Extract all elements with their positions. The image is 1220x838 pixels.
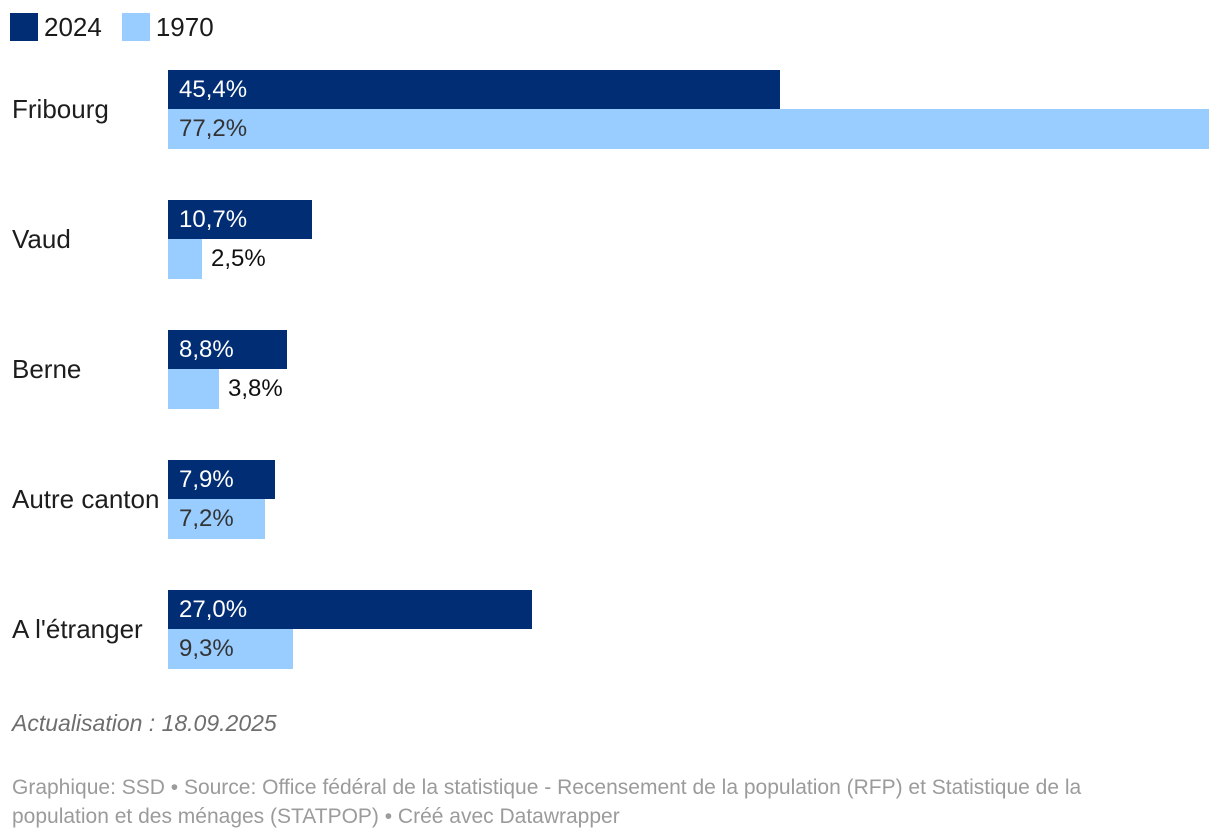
value-label: 27,0% [179,596,248,623]
legend-label-2024: 2024 [44,12,102,42]
value-label: 3,8% [228,375,283,402]
category-label: Fribourg [12,94,109,124]
value-label: 9,3% [179,635,234,662]
update-note: Actualisation : 18.09.2025 [12,710,277,736]
legend-item-1970: 1970 [121,12,214,42]
legend-label-1970: 1970 [155,12,214,42]
category-label: Berne [12,354,82,384]
legend-swatch-1970 [121,13,150,41]
bar-2024 [168,200,312,239]
chart-area: Fribourg 45,4% 77,2% Vaud 10,7% 2,5% Berne 8,8%… [0,70,1220,669]
category-label: Vaud [12,224,71,254]
value-label: 8,8% [179,336,234,363]
value-label: 7,2% [179,505,234,532]
value-label: 77,2% [179,115,248,142]
category-label: Autre canton [12,484,160,514]
bar-1970 [168,369,219,409]
bar-1970 [168,109,1209,149]
bar-2024 [168,70,780,109]
legend: 2024 1970 [10,13,214,41]
bar-2024 [168,590,532,629]
chart-row: Vaud 10,7% 2,5% [0,200,1220,279]
chart-row: A l'étranger 27,0% 9,3% [0,590,1220,669]
chart-row: Berne 8,8% 3,8% [0,330,1220,409]
bar-1970 [168,629,293,669]
bar-1970 [168,499,265,539]
legend-swatch-2024 [10,13,38,41]
category-label: A l'étranger [12,614,143,644]
bar-2024 [168,330,287,369]
chart-row: Fribourg 45,4% 77,2% [0,70,1220,149]
bar-2024 [168,460,275,499]
bar-1970 [168,239,202,279]
value-label: 7,9% [179,466,234,493]
value-label: 2,5% [211,245,266,272]
value-label: 45,4% [179,76,248,103]
chart-row: Autre canton 7,9% 7,2% [0,460,1220,539]
legend-item-2024: 2024 [10,13,102,41]
credits: Graphique: SSD • Source: Office fédéral … [12,776,1082,828]
value-label: 10,7% [179,206,248,233]
